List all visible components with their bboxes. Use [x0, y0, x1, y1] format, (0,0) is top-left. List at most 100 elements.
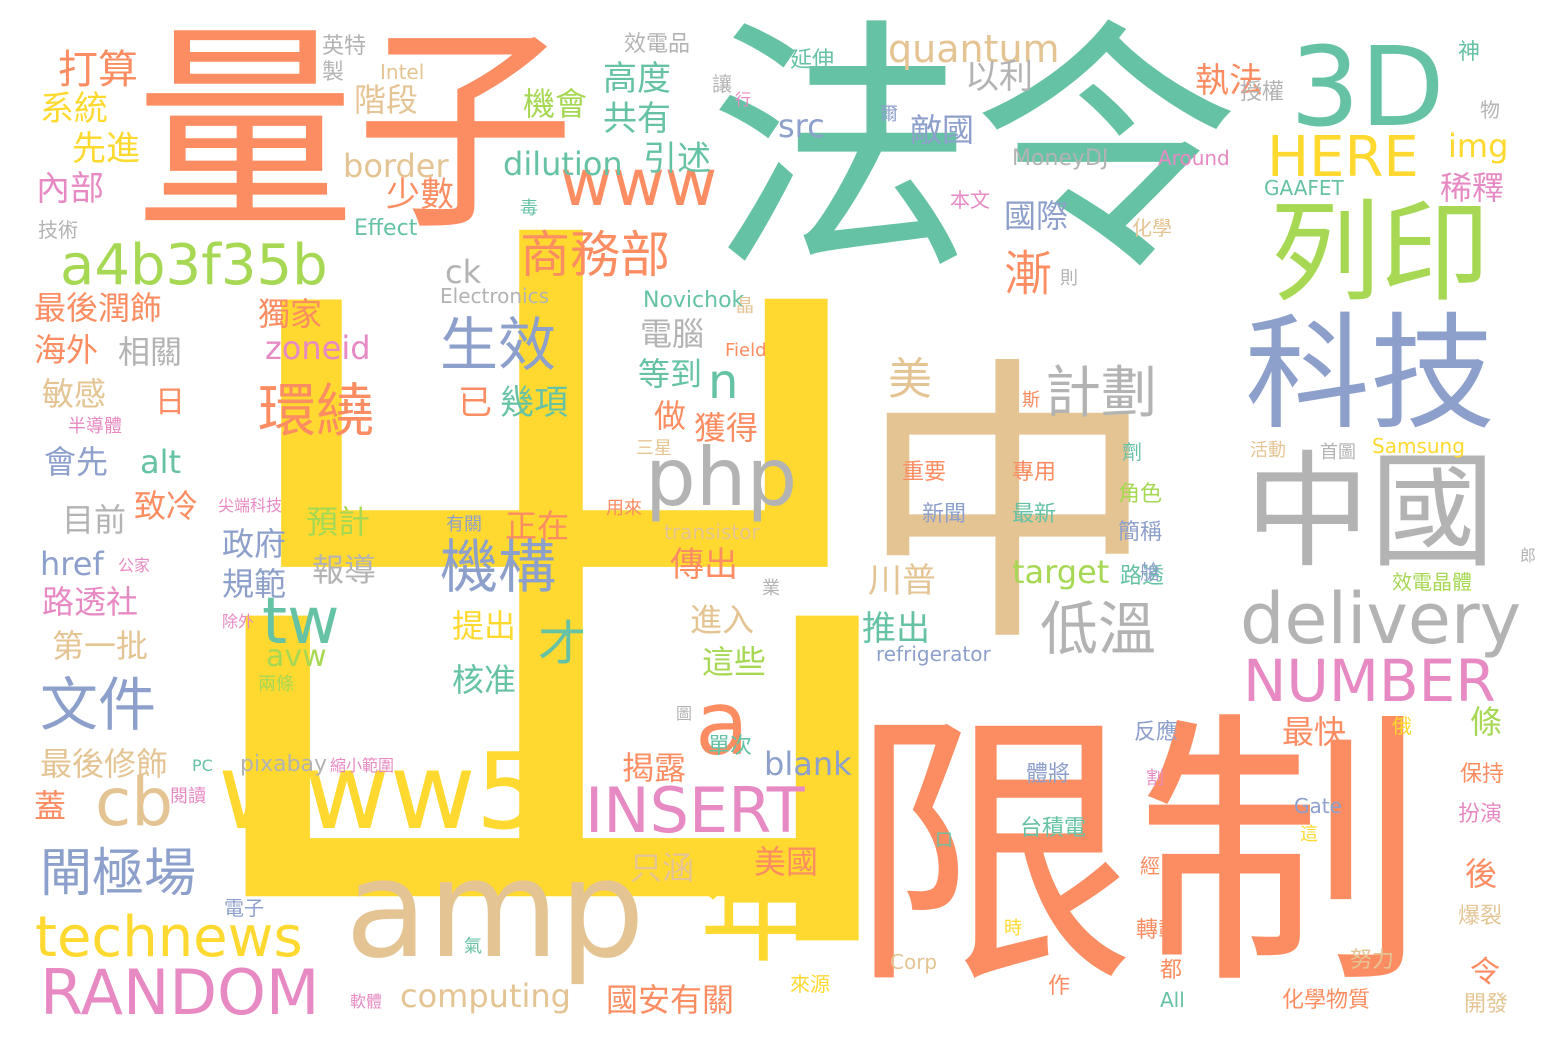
word: Around	[1158, 146, 1230, 170]
word: 量子	[135, 4, 576, 260]
word: 敵國	[910, 111, 975, 149]
word: 蓋	[34, 787, 67, 825]
word: 做	[654, 397, 687, 435]
word: 內部	[36, 169, 104, 209]
word: 口	[935, 830, 953, 851]
word: 英特	[322, 34, 367, 59]
word: 最快	[1282, 713, 1347, 751]
word: 努力	[1350, 948, 1395, 973]
word: 進入	[690, 601, 755, 639]
word: refrigerator	[876, 642, 991, 666]
word: 行	[735, 90, 752, 109]
word: 最後修飾	[40, 745, 169, 783]
word: 毒	[520, 198, 538, 219]
word: 最後潤飾	[34, 289, 163, 327]
word: 正在	[505, 507, 570, 545]
word: Electronics	[440, 284, 550, 308]
word: 最新	[1012, 502, 1057, 527]
word: 時	[1004, 918, 1022, 939]
word: 幾項	[500, 383, 568, 423]
word: technews	[35, 905, 303, 970]
word: 這	[1300, 824, 1318, 845]
word: 只涵	[630, 849, 695, 887]
word: php	[645, 431, 798, 524]
word: border	[343, 147, 449, 185]
word: 執法	[1195, 61, 1263, 101]
word: 國際	[1004, 197, 1069, 235]
word: 規範	[222, 565, 287, 603]
word: MoneyDJ	[1012, 146, 1109, 171]
word: 割	[1146, 768, 1164, 789]
word: RANDOM	[40, 956, 320, 1029]
word: 令	[1470, 955, 1500, 990]
word: 以利	[965, 57, 1033, 97]
word: 讓	[712, 72, 732, 96]
word: 法令	[708, 0, 1238, 306]
word: 三星	[636, 438, 672, 459]
word: 經	[1140, 854, 1160, 878]
word: 爾	[880, 104, 898, 125]
word: 都	[1160, 958, 1183, 983]
word: 保持	[1460, 762, 1505, 787]
word: GAAFET	[1264, 176, 1344, 200]
word: 報導	[312, 551, 377, 589]
word: 氣	[464, 936, 482, 957]
word: 出	[165, 161, 940, 1052]
word: 反應	[1134, 720, 1179, 745]
word: ck	[445, 253, 482, 291]
word: 核准	[452, 661, 517, 699]
word: 漸	[1004, 246, 1053, 302]
word: 揭露	[622, 749, 687, 787]
word: 商務部	[520, 226, 670, 284]
word: 延伸	[790, 48, 835, 73]
word: 中	[858, 333, 1158, 682]
word: n	[708, 354, 739, 410]
word: 圖	[676, 704, 693, 723]
word: Corp	[890, 950, 938, 974]
word: 閱讀	[170, 786, 206, 807]
word: PC	[192, 756, 213, 775]
word: HERE	[1267, 125, 1419, 190]
word: a4b3f35b	[60, 233, 328, 298]
word: 生效	[440, 311, 557, 379]
word: 爆裂	[1458, 904, 1503, 929]
word: All	[1160, 988, 1185, 1012]
word: dilution	[503, 145, 623, 183]
word: alt	[140, 443, 182, 481]
word: 推出	[862, 609, 930, 649]
word: 扮演	[1458, 802, 1503, 827]
word: 中國	[1245, 440, 1495, 585]
word: 體將	[1026, 762, 1071, 787]
word: 海外	[34, 331, 99, 369]
word: 電子	[224, 896, 264, 920]
word: 尖端科技	[218, 496, 283, 515]
word: zoneid	[265, 329, 371, 367]
word: 後	[1465, 855, 1498, 893]
word: cb	[95, 764, 174, 841]
word: 機會	[523, 85, 588, 123]
word: 文件	[40, 671, 157, 739]
word: 專用	[1012, 460, 1057, 485]
word: 傳出	[670, 545, 738, 585]
word: 效電品	[624, 32, 691, 57]
word: 日	[155, 385, 185, 420]
word: 才	[538, 616, 587, 672]
word: transistor	[664, 520, 760, 544]
word: delivery	[1240, 578, 1522, 660]
word: 低溫	[1040, 595, 1157, 663]
word: 路透	[1120, 564, 1165, 589]
word: 轉載	[1136, 918, 1181, 943]
word: 打算	[58, 47, 138, 93]
word: 會先	[44, 443, 109, 481]
word: pixabay	[240, 752, 328, 777]
word: 美	[888, 354, 932, 405]
word: 政府	[222, 525, 287, 563]
word: 已	[458, 383, 492, 423]
word: www	[560, 147, 718, 221]
word: quantum	[888, 27, 1060, 71]
word: Field	[725, 340, 767, 361]
word: 科技	[1245, 302, 1495, 447]
word: 化學	[1132, 216, 1172, 240]
word: 這些	[702, 643, 767, 681]
word: tw	[262, 585, 340, 659]
